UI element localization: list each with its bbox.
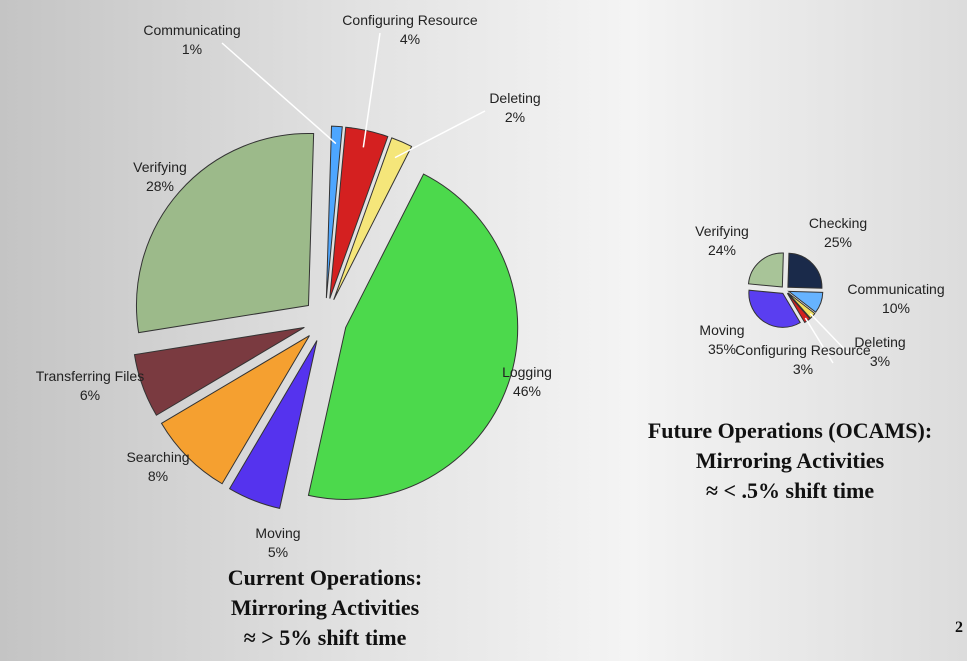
- slice-value-label: 2%: [505, 109, 525, 125]
- chart-title: Future Operations (OCAMS):: [648, 418, 932, 443]
- slice-value-label: 8%: [148, 468, 168, 484]
- slice-value-label: 28%: [146, 178, 174, 194]
- slice-label: Deleting: [854, 334, 905, 350]
- slice-value-label: 25%: [824, 234, 852, 250]
- slice-label: Deleting: [489, 90, 540, 106]
- slice-label: Searching: [126, 449, 189, 465]
- slice-value-label: 10%: [882, 300, 910, 316]
- slice-value-label: 1%: [182, 41, 202, 57]
- slice-value-label: 6%: [80, 387, 100, 403]
- pie-slice: [748, 289, 801, 328]
- chart-title: ≈ < .5% shift time: [706, 478, 874, 503]
- pie-slice: [787, 290, 824, 313]
- slice-label: Verifying: [133, 159, 187, 175]
- slice-label: Communicating: [847, 281, 944, 297]
- slice-label: Configuring Resource: [735, 342, 871, 358]
- pie-slice: [228, 340, 318, 509]
- leader-line: [394, 110, 486, 159]
- slice-label: Moving: [255, 525, 300, 541]
- leader-line: [221, 42, 337, 145]
- slice-label: Moving: [699, 322, 744, 338]
- slice-label: Configuring Resource: [342, 12, 478, 28]
- slice-label: Verifying: [695, 223, 749, 239]
- pie-slice: [160, 335, 310, 485]
- slice-label: Logging: [502, 364, 552, 380]
- pie-slice: [136, 133, 315, 334]
- chart-title: Mirroring Activities: [696, 448, 885, 473]
- slice-value-label: 3%: [870, 353, 890, 369]
- leader-line: [362, 32, 381, 148]
- slice-value-label: 46%: [513, 383, 541, 399]
- chart-title: Mirroring Activities: [231, 595, 420, 620]
- slice-value-label: 35%: [708, 341, 736, 357]
- pie-slice: [333, 137, 413, 301]
- page-number: 2: [955, 619, 963, 636]
- leader-line: [804, 317, 834, 364]
- leader-line: [809, 313, 851, 356]
- slice-value-label: 5%: [268, 544, 288, 560]
- slice-value-label: 4%: [400, 31, 420, 47]
- slice-label: Transferring Files: [36, 368, 144, 384]
- slice-label: Communicating: [143, 22, 240, 38]
- pie-slice: [307, 173, 519, 500]
- pie-slice: [787, 252, 823, 289]
- slice-value-label: 3%: [793, 361, 813, 377]
- chart-title: Current Operations:: [228, 565, 423, 590]
- chart-title: ≈ > 5% shift time: [244, 625, 407, 650]
- pie-slice: [329, 126, 389, 299]
- slice-label: Checking: [809, 215, 867, 231]
- pie-slice: [325, 125, 343, 299]
- slice-value-label: 24%: [708, 242, 736, 258]
- pie-slice: [747, 252, 784, 288]
- pie-slice: [133, 326, 305, 416]
